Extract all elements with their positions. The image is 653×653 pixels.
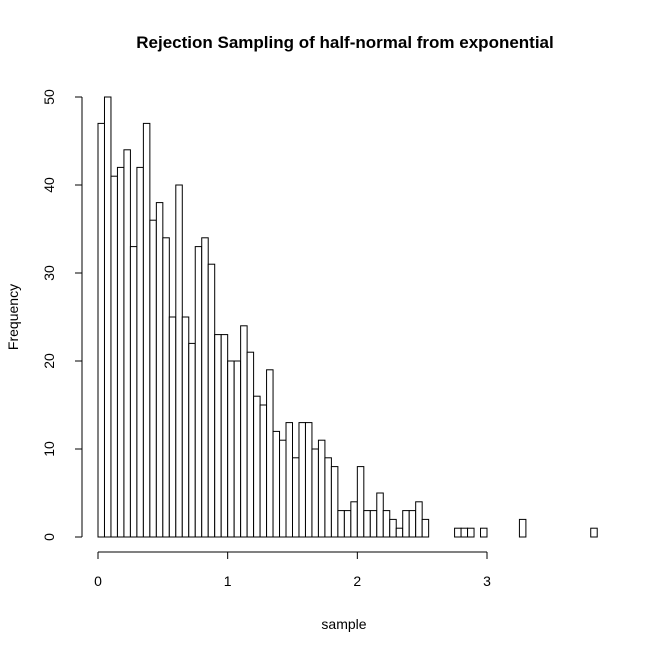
y-tick-label: 20 xyxy=(41,353,57,369)
histogram-bar xyxy=(181,316,190,538)
histogram-bar xyxy=(103,96,112,538)
histogram-bar xyxy=(272,430,281,538)
y-tick-label: 10 xyxy=(41,441,57,457)
histogram-bar xyxy=(454,527,462,538)
histogram-bar xyxy=(214,334,222,538)
histogram-bar xyxy=(142,122,151,538)
y-tick-label: 0 xyxy=(41,533,57,541)
histogram-bar xyxy=(292,457,300,538)
histogram-bar xyxy=(162,237,170,538)
x-tick-label: 0 xyxy=(94,573,102,589)
histogram-bar xyxy=(324,457,332,538)
histogram-bar xyxy=(266,369,274,538)
histogram-bar xyxy=(149,219,157,538)
histogram-bar xyxy=(97,122,105,538)
histogram-bar xyxy=(116,166,125,538)
histogram-bar xyxy=(363,510,371,538)
histogram-bar xyxy=(188,342,196,538)
histogram-bar xyxy=(240,325,248,538)
histogram-bar xyxy=(123,149,131,538)
x-tick-label: 2 xyxy=(353,573,361,589)
histogram-bar xyxy=(298,422,306,538)
histogram-bar xyxy=(467,527,475,538)
histogram-bar xyxy=(408,510,417,538)
histogram-bar xyxy=(207,263,216,538)
histogram-bar xyxy=(259,404,268,538)
histogram-bar xyxy=(590,527,598,538)
histogram-bar xyxy=(155,202,164,538)
histogram-bar xyxy=(376,492,384,538)
bars-group xyxy=(97,96,598,538)
x-axis: 0 1 2 3 xyxy=(94,551,491,589)
histogram-bar xyxy=(129,246,138,538)
histogram-bar xyxy=(253,395,261,538)
x-tick-label: 1 xyxy=(224,573,232,589)
histogram-bar xyxy=(356,466,365,538)
histogram-bar xyxy=(233,360,242,538)
histogram-bar xyxy=(421,518,430,538)
histogram-bar xyxy=(460,527,469,538)
histogram-bar xyxy=(395,527,404,538)
histogram-bar xyxy=(220,334,229,538)
histogram-bar xyxy=(227,360,235,538)
y-tick-label: 50 xyxy=(41,89,57,105)
histogram-bar xyxy=(175,184,183,538)
histogram-bar xyxy=(246,351,255,538)
histogram-bar xyxy=(201,237,209,538)
histogram-bar xyxy=(136,166,144,538)
histogram-bar xyxy=(343,510,352,538)
histogram-bar xyxy=(350,501,358,538)
histogram-bar xyxy=(168,316,177,538)
histogram-bar xyxy=(382,510,391,538)
histogram-bar xyxy=(330,466,339,538)
histogram-bar xyxy=(304,422,313,538)
x-axis-label: sample xyxy=(321,616,366,632)
histogram-bar xyxy=(369,510,378,538)
histogram-bar xyxy=(194,246,203,538)
x-tick-label: 3 xyxy=(483,573,491,589)
histogram-bar xyxy=(110,175,118,538)
histogram-bar xyxy=(317,439,326,538)
chart-title: Rejection Sampling of half-normal from e… xyxy=(136,33,554,52)
histogram-bar xyxy=(415,501,423,538)
histogram-bar xyxy=(518,518,527,538)
histogram-bar xyxy=(480,527,488,538)
y-axis: 0 10 20 30 40 50 xyxy=(41,89,83,541)
y-axis-label: Frequency xyxy=(5,284,21,350)
y-tick-label: 30 xyxy=(41,265,57,281)
histogram-bar xyxy=(311,448,319,538)
histogram-bar xyxy=(285,422,293,538)
histogram-bar xyxy=(279,439,287,538)
histogram-bar xyxy=(402,510,410,538)
histogram-bar xyxy=(389,518,397,538)
histogram-bar xyxy=(337,510,345,538)
y-tick-label: 40 xyxy=(41,177,57,193)
